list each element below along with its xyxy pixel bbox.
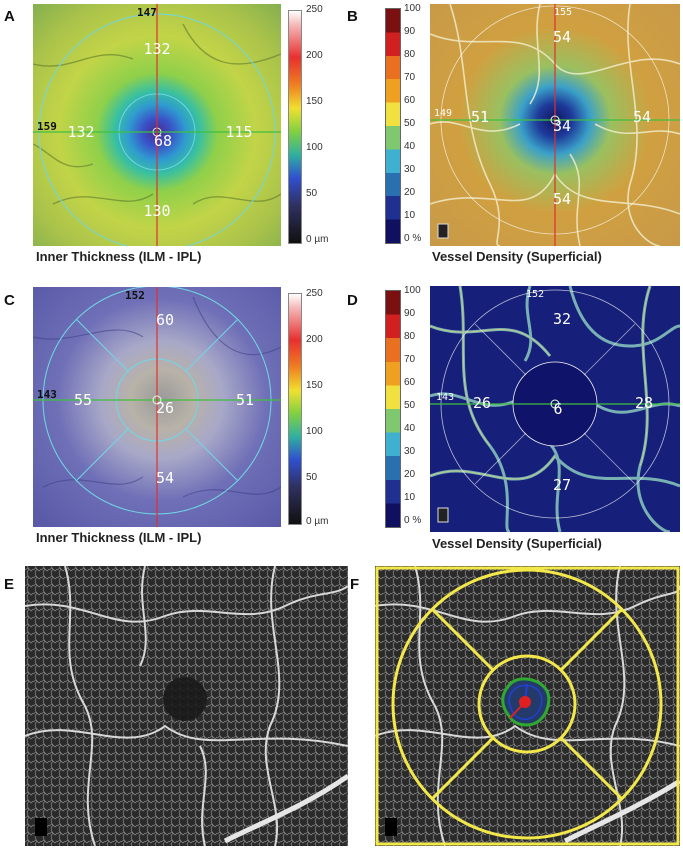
tick-label: 40 — [404, 423, 416, 434]
panel-label-a: A — [4, 8, 15, 25]
tick-label: 60 — [404, 377, 416, 388]
panel-c-edge-left: 143 — [37, 388, 57, 401]
panel-b-edge-top: 155 — [554, 7, 572, 18]
tick-label: 50 — [404, 400, 416, 411]
panel-b-value-left: 51 — [471, 108, 489, 126]
panel-label-e: E — [4, 576, 15, 593]
panel-d-colorbar-ticks: 100 90 80 70 60 50 40 30 20 10 0 % — [404, 285, 430, 531]
panel-label-b: B — [347, 8, 358, 25]
panel-d-density-map: 32 26 28 6 27 152 143 — [430, 286, 680, 532]
panel-a-value-center: 68 — [154, 132, 172, 150]
panel-label-f: F — [350, 576, 360, 593]
panel-label-d: D — [347, 292, 358, 309]
panel-c-edge-top: 152 — [125, 289, 145, 302]
tick-label: 30 — [404, 164, 416, 175]
panel-d-colorbar — [385, 290, 401, 528]
panel-a-edge-top: 147 — [137, 6, 157, 19]
tick-label: 30 — [404, 446, 416, 457]
panel-b-value-top: 54 — [553, 28, 571, 46]
panel-d-caption: Vessel Density (Superficial) — [432, 536, 602, 551]
panel-d-value-center: 6 — [553, 400, 562, 418]
tick-label: 200 — [306, 50, 323, 61]
panel-c-value-right: 51 — [236, 391, 254, 409]
tick-label: 50 — [306, 472, 318, 483]
tick-label: 50 — [404, 118, 416, 129]
panel-b-value-right: 54 — [633, 108, 651, 126]
tick-label: 250 — [306, 4, 323, 15]
panel-a-caption: Inner Thickness (ILM - IPL) — [36, 249, 202, 264]
panel-b-edge-left: 149 — [434, 108, 452, 119]
panel-b-colorbar — [385, 8, 401, 244]
panel-a-edge-left: 159 — [37, 120, 57, 133]
panel-b-density-map: 54 51 54 34 54 155 149 — [430, 4, 680, 246]
panel-a-value-top: 132 — [143, 40, 170, 58]
panel-d-scale-marker — [437, 507, 449, 523]
panel-d-value-bottom: 27 — [553, 476, 571, 494]
panel-c-caption: Inner Thickness (ILM - IPL) — [36, 530, 202, 545]
panel-d-value-top: 32 — [553, 310, 571, 328]
tick-label: 90 — [404, 26, 416, 37]
panel-c-value-top: 60 — [156, 311, 174, 329]
tick-label: 150 — [306, 96, 323, 107]
panel-c-colorbar — [288, 293, 302, 525]
tick-label: 80 — [404, 49, 416, 60]
panel-c-value-center: 26 — [156, 399, 174, 417]
tick-label: 100 — [404, 3, 421, 14]
panel-label-c: C — [4, 292, 15, 309]
tick-label: 80 — [404, 331, 416, 342]
panel-c-thickness-map: 60 55 51 26 54 152 143 — [33, 287, 281, 527]
panel-b-scale-marker — [437, 223, 449, 239]
tick-label: 100 — [306, 426, 323, 437]
tick-label: 50 — [306, 188, 318, 199]
panel-b-colorbar-ticks: 100 90 80 70 60 50 40 30 20 10 0 % — [404, 3, 430, 247]
panel-f-faz-centroid — [519, 696, 531, 708]
panel-a-value-bottom: 130 — [143, 202, 170, 220]
tick-label: 90 — [404, 308, 416, 319]
panel-a-colorbar — [288, 10, 302, 244]
tick-label: 70 — [404, 72, 416, 83]
tick-label: 150 — [306, 380, 323, 391]
panel-f-angiogram-grid — [375, 566, 680, 846]
panel-e-scale-marker — [35, 818, 47, 836]
tick-label: 250 — [306, 288, 323, 299]
panel-d-edge-left: 143 — [436, 392, 454, 403]
panel-a-value-left: 132 — [67, 123, 94, 141]
tick-label: 0 % — [404, 515, 422, 526]
tick-label: 0 µm — [306, 234, 329, 245]
panel-f-scale-marker — [385, 818, 397, 836]
tick-label: 20 — [404, 469, 416, 480]
panel-e-angiogram — [25, 566, 348, 846]
panel-b-caption: Vessel Density (Superficial) — [432, 249, 602, 264]
panel-a-value-right: 115 — [225, 123, 252, 141]
panel-d-edge-top: 152 — [526, 289, 544, 300]
panel-c-colorbar-ticks: 250 200 150 100 50 0 µm — [306, 288, 356, 532]
tick-label: 100 — [306, 142, 323, 153]
panel-d-value-right: 28 — [635, 394, 653, 412]
tick-label: 0 µm — [306, 516, 329, 527]
tick-label: 10 — [404, 492, 416, 503]
tick-label: 40 — [404, 141, 416, 152]
panel-c-value-left: 55 — [74, 391, 92, 409]
tick-label: 10 — [404, 210, 416, 221]
tick-label: 200 — [306, 334, 323, 345]
panel-d-value-left: 26 — [473, 394, 491, 412]
panel-c-value-bottom: 54 — [156, 469, 174, 487]
tick-label: 0 % — [404, 233, 422, 244]
tick-label: 60 — [404, 95, 416, 106]
panel-b-value-bottom: 54 — [553, 190, 571, 208]
panel-a-colorbar-ticks: 250 200 150 100 50 0 µm — [306, 4, 356, 248]
tick-label: 70 — [404, 354, 416, 365]
panel-a-thickness-map: 132 132 115 68 130 147 159 — [33, 4, 281, 246]
tick-label: 20 — [404, 187, 416, 198]
panel-b-value-center: 34 — [553, 117, 571, 135]
tick-label: 100 — [404, 285, 421, 296]
